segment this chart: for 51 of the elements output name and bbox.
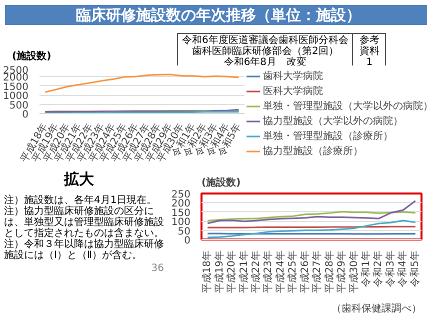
y-tick-label: 100 — [171, 217, 191, 228]
y-tick-label: 0 — [184, 236, 191, 246]
legend-label: 単独・管理型施設（診療所） — [263, 130, 393, 143]
x-tick-label: 令和2年 — [372, 250, 384, 287]
x-tick-label: 平成22年 — [250, 250, 262, 294]
text: 注）施設数は、各年4月1日現在。 — [4, 195, 158, 206]
y-tick-label: 50 — [178, 226, 191, 238]
y-tick-label: 200 — [171, 198, 191, 210]
x-tick-label: 令和1年 — [360, 250, 372, 287]
y-tick-label: 150 — [171, 208, 191, 219]
x-tick-label: 平成26年 — [298, 250, 311, 294]
x-tick-label: 平成18年 — [201, 250, 214, 294]
line-series — [206, 220, 416, 238]
text: 令和6年度医道審議会歯科医師分科会 — [182, 35, 348, 46]
x-tick-label: 令和3年 — [384, 250, 396, 287]
x-tick-label: 平成30年 — [348, 250, 360, 294]
line-series — [44, 74, 240, 93]
y-tick-label: 0 — [22, 110, 29, 120]
y-tick-label: 250 — [171, 190, 191, 200]
legend-label: 医科大学病院 — [263, 84, 323, 98]
text: 注）協力型臨床研修施設の区分には、単独型又は管理型臨床研修施設として指定されたものは含まない。 — [4, 206, 164, 239]
text: 拡大 — [64, 170, 95, 188]
x-tick-label: 平成19年 — [213, 250, 226, 294]
text: 歯科医師臨床研修部会（第2回） — [192, 46, 338, 57]
x-tick-label: 令和5年 — [408, 250, 421, 287]
x-tick-label: 平成21年 — [238, 250, 250, 294]
text: （歯科保健課調べ） — [332, 302, 422, 314]
chart-title: 臨床研修施設数の年次推移（単位：施設） — [76, 5, 361, 25]
y-tick-label: 1500 — [3, 82, 29, 93]
x-tick-label: 平成27年 — [311, 250, 324, 294]
legend-label: 協力型施設（診療所） — [263, 144, 363, 158]
y-axis-title: (施設数) — [202, 176, 241, 188]
x-tick-label: 平成23年 — [262, 250, 274, 294]
text: 参考資料1 — [358, 34, 380, 69]
text: 注）令和３年以降は協力型臨床研修施設には（Ⅰ）と（Ⅱ）が含む。 — [4, 239, 164, 261]
text: 36 — [150, 263, 164, 274]
line-series — [206, 210, 416, 222]
x-tick-label: 平成28年 — [323, 250, 336, 294]
x-tick-label: 平成29年 — [336, 250, 348, 294]
x-tick-label: 平成25年 — [286, 250, 299, 294]
x-tick-label: 令和4年 — [396, 250, 409, 287]
legend-label: 協力型施設（大学以外の病院） — [263, 114, 403, 128]
y-tick-label: 2000 — [3, 72, 29, 84]
y-axis-title: (施設数) — [12, 51, 52, 62]
legend-label: 歯科大学病院 — [263, 70, 323, 83]
y-tick-label: 1000 — [3, 91, 29, 102]
x-tick-label: 平成24年 — [274, 250, 286, 294]
legend-label: 単独・管理型施設（大学以外の病院） — [263, 100, 427, 113]
x-tick-label: 平成20年 — [226, 250, 238, 294]
line-series — [206, 200, 416, 224]
y-tick-label: 500 — [9, 100, 29, 112]
